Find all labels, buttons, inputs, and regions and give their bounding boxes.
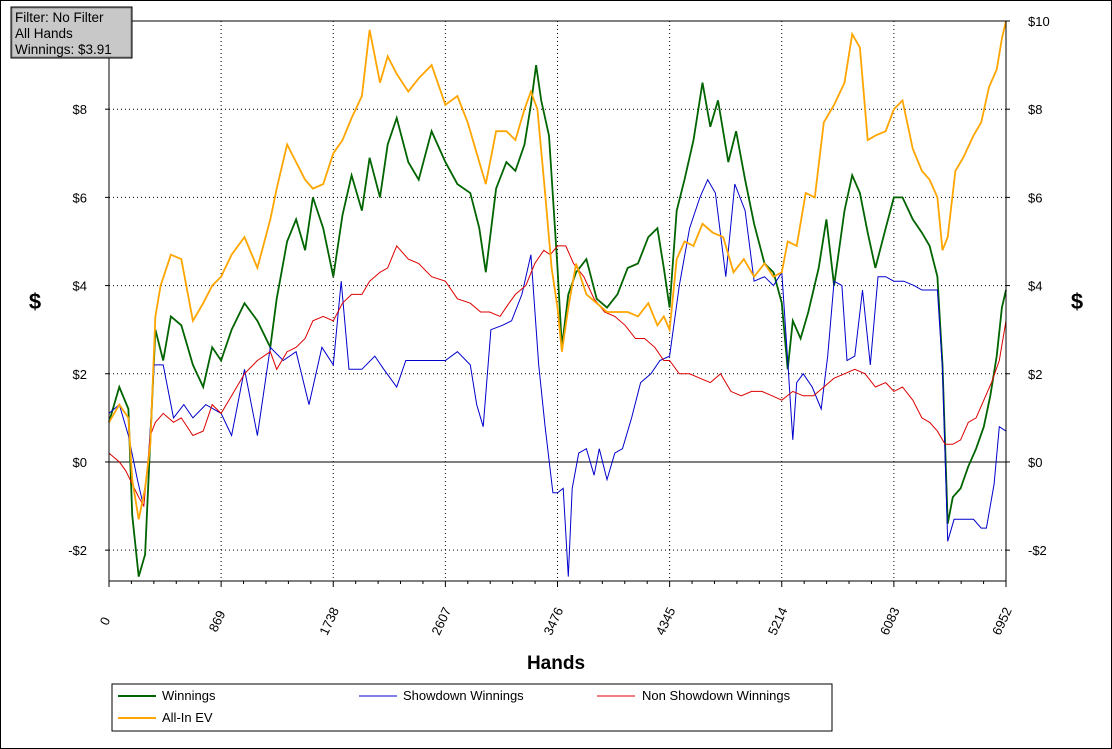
info-hands: All Hands — [15, 26, 73, 41]
y-tick-label-right: $2 — [1028, 367, 1042, 382]
y-axis-right: -$2 $0 $2 $4 $6 $8 $10 — [1006, 14, 1050, 558]
series-line-non-showdown-winnings — [108, 244, 1007, 508]
legend-item-showdown: Showdown Winnings — [403, 688, 524, 703]
info-winnings: Winnings: $3.91 — [15, 42, 112, 57]
legend-item-winnings: Winnings — [162, 688, 216, 703]
series-line-winnings — [108, 64, 1007, 577]
x-tick-label: 4345 — [653, 605, 679, 638]
info-box: Filter: No Filter All Hands Winnings: $3… — [10, 6, 133, 59]
x-axis: 0 869 1738 2607 3476 4345 5214 6083 6952 — [97, 581, 1015, 637]
y-tick-label-right: $10 — [1028, 14, 1050, 29]
x-tick-label: 0 — [97, 615, 114, 628]
y-tick-label-right: $8 — [1028, 102, 1042, 117]
y-tick-label-left: $0 — [73, 455, 87, 470]
y-tick-label-left: $6 — [73, 190, 87, 205]
y-axis-label-left: $ — [29, 289, 41, 314]
x-tick-label: 1738 — [316, 605, 342, 638]
y-tick-label-right: $6 — [1028, 190, 1042, 205]
x-tick-label: 2607 — [428, 605, 454, 638]
y-axis-label-right: $ — [1071, 289, 1083, 314]
x-tick-label: 3476 — [541, 605, 567, 638]
y-tick-label-left: $8 — [73, 102, 87, 117]
legend-item-allin-ev: All-In EV — [162, 710, 213, 725]
legend: Winnings Showdown Winnings Non Showdown … — [111, 683, 833, 732]
series-group — [108, 20, 1007, 577]
grid-lines — [109, 21, 1006, 581]
y-tick-label-right: $4 — [1028, 279, 1042, 294]
series-line-all-in-ev — [108, 20, 1007, 520]
info-filter: Filter: No Filter — [15, 10, 104, 25]
y-tick-label-left: $2 — [73, 367, 87, 382]
y-tick-label-right: $0 — [1028, 455, 1042, 470]
x-tick-label: 6952 — [989, 605, 1015, 638]
y-axis-left: -$2 $0 $2 $4 $6 $8 — [68, 102, 109, 558]
series-line-showdown-winnings — [108, 178, 1007, 577]
x-tick-label: 5214 — [765, 605, 791, 638]
x-tick-label: 869 — [206, 608, 229, 634]
x-axis-label: Hands — [527, 653, 585, 674]
y-tick-label-left: $4 — [73, 279, 87, 294]
y-tick-label-right: -$2 — [1028, 543, 1047, 558]
y-tick-label-left: -$2 — [68, 543, 87, 558]
x-tick-label: 6083 — [877, 605, 903, 638]
legend-item-non-showdown: Non Showdown Winnings — [642, 688, 791, 703]
